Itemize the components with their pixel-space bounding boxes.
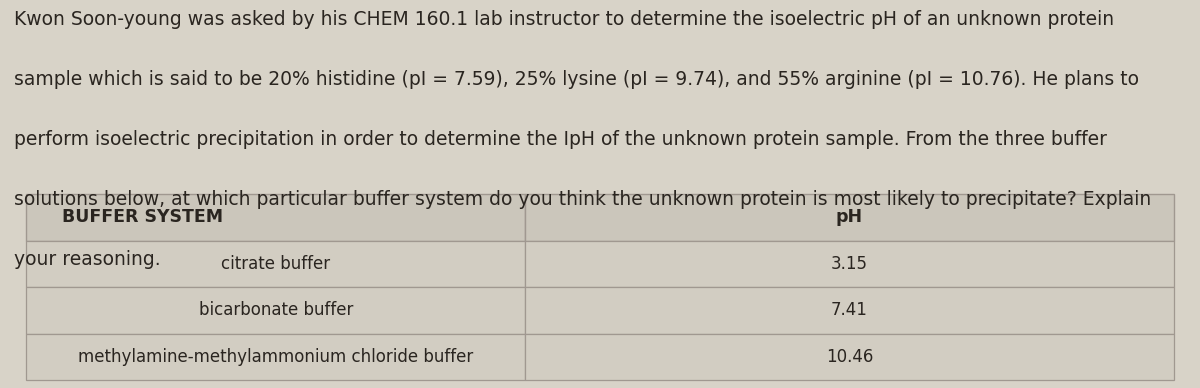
Bar — [526, 287, 1174, 334]
Text: citrate buffer: citrate buffer — [221, 255, 330, 273]
Bar — [26, 241, 526, 287]
Bar — [26, 287, 526, 334]
Bar — [526, 334, 1174, 380]
Text: sample which is said to be 20% histidine (pI = 7.59), 25% lysine (pI = 9.74), an: sample which is said to be 20% histidine… — [14, 70, 1140, 89]
Text: perform isoelectric precipitation in order to determine the IpH of the unknown p: perform isoelectric precipitation in ord… — [14, 130, 1108, 149]
Text: 10.46: 10.46 — [826, 348, 874, 366]
Text: 7.41: 7.41 — [832, 301, 868, 319]
Bar — [526, 194, 1174, 241]
Text: pH: pH — [836, 208, 863, 226]
Bar — [26, 334, 526, 380]
Text: bicarbonate buffer: bicarbonate buffer — [199, 301, 353, 319]
Bar — [26, 194, 526, 241]
Text: methylamine-methylammonium chloride buffer: methylamine-methylammonium chloride buff… — [78, 348, 474, 366]
Bar — [526, 241, 1174, 287]
Text: Kwon Soon-young was asked by his CHEM 160.1 lab instructor to determine the isoe: Kwon Soon-young was asked by his CHEM 16… — [14, 10, 1115, 29]
Text: your reasoning.: your reasoning. — [14, 250, 161, 269]
Text: 3.15: 3.15 — [832, 255, 868, 273]
Text: BUFFER SYSTEM: BUFFER SYSTEM — [62, 208, 223, 226]
Text: solutions below, at which particular buffer system do you think the unknown prot: solutions below, at which particular buf… — [14, 190, 1152, 209]
